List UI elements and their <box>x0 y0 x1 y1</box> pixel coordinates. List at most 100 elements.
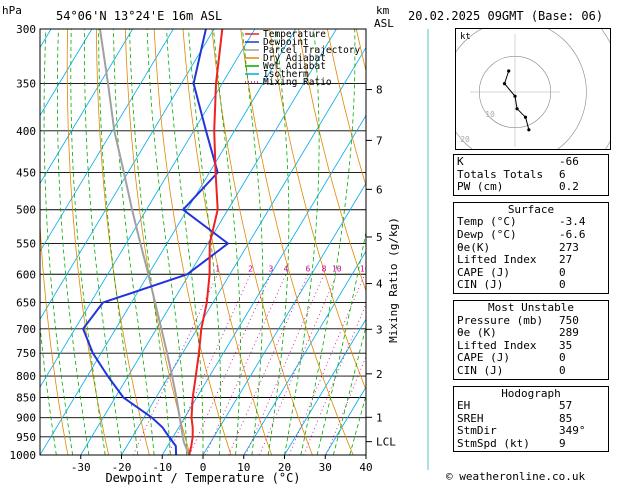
stat-row: Pressure (mb) 750 <box>457 314 605 328</box>
legend-label: Dry Adiabat <box>263 53 326 64</box>
stat-value: 273 <box>559 240 579 254</box>
mixing-ratio-label: 1 <box>215 264 220 273</box>
pressure-tick-label: 600 <box>16 268 36 281</box>
hodograph-ring <box>443 20 587 164</box>
stat-label: Temp (°C) <box>457 215 517 229</box>
isotherm-line <box>40 29 215 320</box>
hodograph: kt102030 <box>407 0 623 200</box>
stat-label: Lifted Index <box>457 253 537 267</box>
dry-adiabat-line <box>240 29 354 455</box>
pressure-tick-label: 550 <box>16 237 36 250</box>
km-tick-label: 3 <box>376 323 383 336</box>
pressure-tick-label: 500 <box>16 204 36 217</box>
hodograph-stats-box: Hodograph EH 57 SREH 85 StmDir 349° StmSpd (kt… <box>453 385 609 453</box>
hodograph-ring-label: 10 <box>485 110 495 119</box>
stat-row: Temp (°C) -3.4 <box>457 216 605 229</box>
dewpoint-line <box>82 29 229 455</box>
legend-label: Wet Adiabat <box>263 61 326 72</box>
stat-row: CAPE (J) 0 <box>457 265 605 280</box>
stat-label: Lifted Index <box>457 338 537 352</box>
mixing-ratio-label: 3 <box>269 264 274 273</box>
stat-value: 0.2 <box>559 180 579 194</box>
stat-label: Totals Totals <box>457 167 544 181</box>
isotherm-line <box>40 29 133 185</box>
stat-row: SREH 85 <box>457 412 605 426</box>
hodograph-point <box>507 69 511 73</box>
copyright-footer: © weatheronline.co.uk <box>446 470 586 483</box>
wet-adiabat-line <box>57 29 90 455</box>
stat-value: -6.6 <box>559 227 586 241</box>
km-tick-label: 6 <box>376 183 383 196</box>
hodograph-point <box>502 82 507 86</box>
km-label: km <box>376 4 390 17</box>
legend-label: Mixing Ratio <box>263 77 332 88</box>
temperature-tick-label: -10 <box>152 461 172 474</box>
stat-value: 0 <box>559 265 566 279</box>
wet-adiabat-line <box>40 321 57 455</box>
mixing-ratio-line <box>167 274 251 455</box>
hodograph-stats-title: Hodograph <box>501 386 561 400</box>
stat-row: Totals Totals 6 <box>457 167 605 182</box>
dry-adiabat-line <box>40 217 69 455</box>
mixing-ratio-line <box>228 274 309 455</box>
stats-panel: K -66 Totals Totals 6 PW (cm) 0.2 Surface Tem… <box>453 154 609 458</box>
isotherm-line <box>80 29 337 455</box>
stat-value: 35 <box>559 338 573 352</box>
dry-adiabat-line <box>269 29 366 391</box>
temperature-tick-label: 30 <box>319 461 332 474</box>
stat-label: StmSpd (kt) <box>457 436 530 450</box>
wet-adiabat-line <box>166 29 204 455</box>
km-tick-label: 7 <box>376 134 383 147</box>
wet-adiabat-line <box>349 394 366 455</box>
stat-label: CAPE (J) <box>457 351 510 365</box>
stat-value: -3.4 <box>559 215 586 229</box>
wet-adiabat-line <box>188 29 222 455</box>
stat-value: 9 <box>559 436 566 450</box>
hodograph-trace <box>503 70 530 130</box>
mixing-ratio-label: 4 <box>284 264 289 273</box>
temperature-tick-label: -30 <box>71 461 91 474</box>
wet-adiabat-line <box>70 29 106 455</box>
stat-row: CIN (J) 0 <box>457 279 605 292</box>
isotherm-line <box>243 250 366 455</box>
isotherm-line <box>121 46 366 455</box>
wet-adiabat-line <box>316 229 366 455</box>
dry-adiabat-line <box>211 29 313 455</box>
pressure-tick-label: 400 <box>16 125 36 138</box>
mixing-ratio-line <box>205 274 287 455</box>
km-tick-label: 5 <box>376 231 383 244</box>
hpa-label: hPa <box>2 4 22 17</box>
pressure-tick-label: 700 <box>16 323 36 336</box>
pressure-tick-label: 450 <box>16 166 36 179</box>
asl-label: ASL <box>374 17 394 30</box>
pressure-tick-label: 650 <box>16 297 36 310</box>
wet-adiabat-line <box>213 29 241 455</box>
stat-label: PW (cm) <box>457 180 504 194</box>
wet-adiabat-line <box>98 29 139 455</box>
wet-adiabat-line <box>333 324 366 455</box>
pressure-tick-label: 300 <box>16 23 36 36</box>
pressure-tick-label: 900 <box>16 412 36 425</box>
stat-row: CAPE (J) 0 <box>457 352 605 365</box>
stat-value: 27 <box>559 253 573 267</box>
wet-adiabat-line <box>242 29 264 455</box>
wet-adiabat-line <box>267 29 290 455</box>
temperature-tick-label: 40 <box>359 461 372 474</box>
mixing-ratio-label: 8 <box>322 264 327 273</box>
stat-label: θe(K) <box>457 240 491 254</box>
dry-adiabat-line <box>616 29 629 455</box>
skewt-axes: 3003504004505005506006507007508008509009… <box>10 23 397 474</box>
stat-row: Dewp (°C) -6.6 <box>457 227 605 242</box>
mixing-ratio-label: 6 <box>305 264 310 273</box>
stat-label: CIN (J) <box>457 278 504 292</box>
legend-label: Temperature <box>263 29 326 40</box>
legend-label: Dewpoint <box>263 37 309 48</box>
km-tick-label: 8 <box>376 84 383 97</box>
stat-row: PW (cm) 0.2 <box>457 181 605 194</box>
wet-adiabat-line <box>84 29 122 455</box>
stat-value: 289 <box>559 326 579 340</box>
stat-value: 57 <box>559 399 573 413</box>
location-title: 54°06'N 13°24'E 16m ASL <box>56 9 222 23</box>
stat-row: θe(K) 273 <box>457 240 605 255</box>
